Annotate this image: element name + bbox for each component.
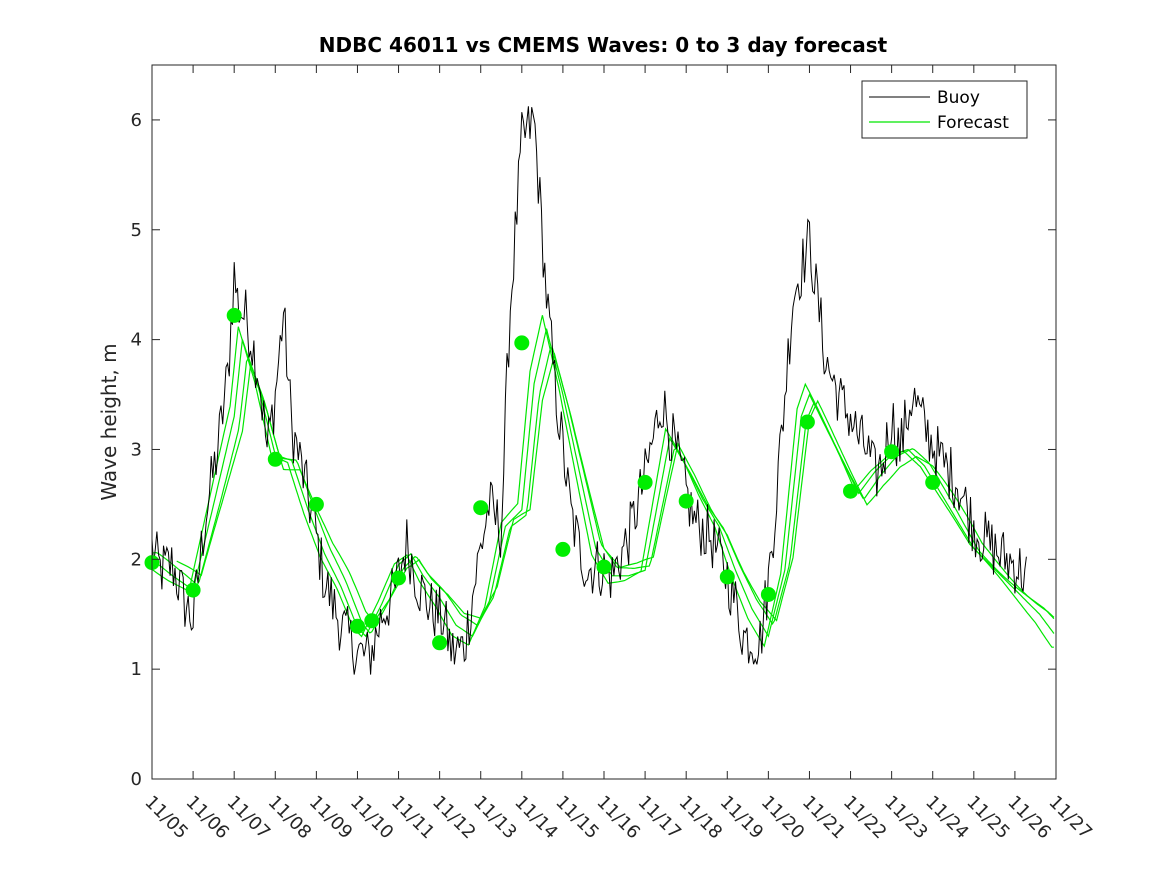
x-tick-label: 11/22 xyxy=(839,792,891,844)
x-tick-label: 11/18 xyxy=(675,792,727,844)
x-tick-label: 11/05 xyxy=(140,792,192,844)
forecast-marker xyxy=(637,474,653,490)
y-tick-label: 0 xyxy=(131,769,142,790)
y-axis-label: Wave height, m xyxy=(97,343,121,500)
y-tick-label: 1 xyxy=(131,659,142,680)
forecast-marker xyxy=(719,569,735,585)
forecast-marker xyxy=(350,618,365,634)
axes-frame xyxy=(151,64,1057,780)
x-tick-label: 11/12 xyxy=(428,792,480,844)
x-tick-label: 11/06 xyxy=(182,792,234,844)
x-tick-label: 11/08 xyxy=(264,792,316,844)
x-tick-label: 11/25 xyxy=(962,792,1014,844)
x-tick-label: 11/15 xyxy=(551,792,603,844)
y-tick-label: 2 xyxy=(131,549,142,570)
buoy-line xyxy=(151,106,1027,675)
forecast-marker xyxy=(364,613,380,629)
y-tick-label: 6 xyxy=(131,110,142,131)
forecast-marker xyxy=(432,635,448,651)
forecast-line xyxy=(151,328,1055,638)
x-tick-label: 11/27 xyxy=(1044,792,1096,844)
chart-title: NDBC 46011 vs CMEMS Waves: 0 to 3 day fo… xyxy=(319,33,888,57)
x-axis: 11/0511/0611/0711/0811/0911/1011/1111/12… xyxy=(140,65,1096,843)
forecast-marker xyxy=(185,582,201,598)
x-tick-label: 11/16 xyxy=(592,792,644,844)
legend-box xyxy=(861,80,1028,139)
y-axis: 0 1 2 3 4 5 6 xyxy=(131,110,1056,790)
legend-forecast-label: Forecast xyxy=(937,113,1009,133)
forecast-marker xyxy=(843,483,858,499)
forecast-marker xyxy=(267,451,283,467)
y-tick-label: 5 xyxy=(131,220,142,241)
x-tick-label: 11/26 xyxy=(1003,792,1055,844)
x-tick-label: 11/23 xyxy=(880,792,932,844)
forecast-marker xyxy=(884,444,900,460)
forecast-line xyxy=(151,315,1054,648)
forecast-marker xyxy=(514,335,530,351)
x-tick-label: 11/11 xyxy=(387,792,439,844)
legend: Buoy Forecast xyxy=(861,80,1028,139)
x-tick-label: 11/21 xyxy=(798,792,850,844)
forecast-marker xyxy=(555,541,571,557)
x-tick-label: 11/24 xyxy=(921,792,973,844)
forecast-line xyxy=(151,346,1055,634)
forecast-marker xyxy=(596,559,612,575)
forecast-marker xyxy=(925,474,941,490)
x-tick-label: 11/14 xyxy=(510,792,562,844)
y-tick-label: 4 xyxy=(131,330,142,351)
x-tick-label: 11/20 xyxy=(757,792,809,844)
legend-buoy-label: Buoy xyxy=(937,88,980,108)
x-tick-label: 11/17 xyxy=(634,792,686,844)
forecast-marker xyxy=(760,587,776,602)
forecast-marker xyxy=(678,493,694,509)
forecast-marker xyxy=(226,307,242,323)
y-tick-label: 3 xyxy=(131,439,142,460)
x-tick-label: 11/07 xyxy=(223,792,275,844)
forecast-marker xyxy=(473,500,489,516)
x-tick-label: 11/09 xyxy=(305,792,357,844)
forecast-marker xyxy=(308,496,324,512)
x-tick-label: 11/13 xyxy=(469,792,521,844)
forecast-marker xyxy=(799,414,815,430)
forecast-marker xyxy=(391,570,406,586)
x-tick-label: 11/19 xyxy=(716,792,768,844)
x-tick-label: 11/10 xyxy=(346,792,398,844)
